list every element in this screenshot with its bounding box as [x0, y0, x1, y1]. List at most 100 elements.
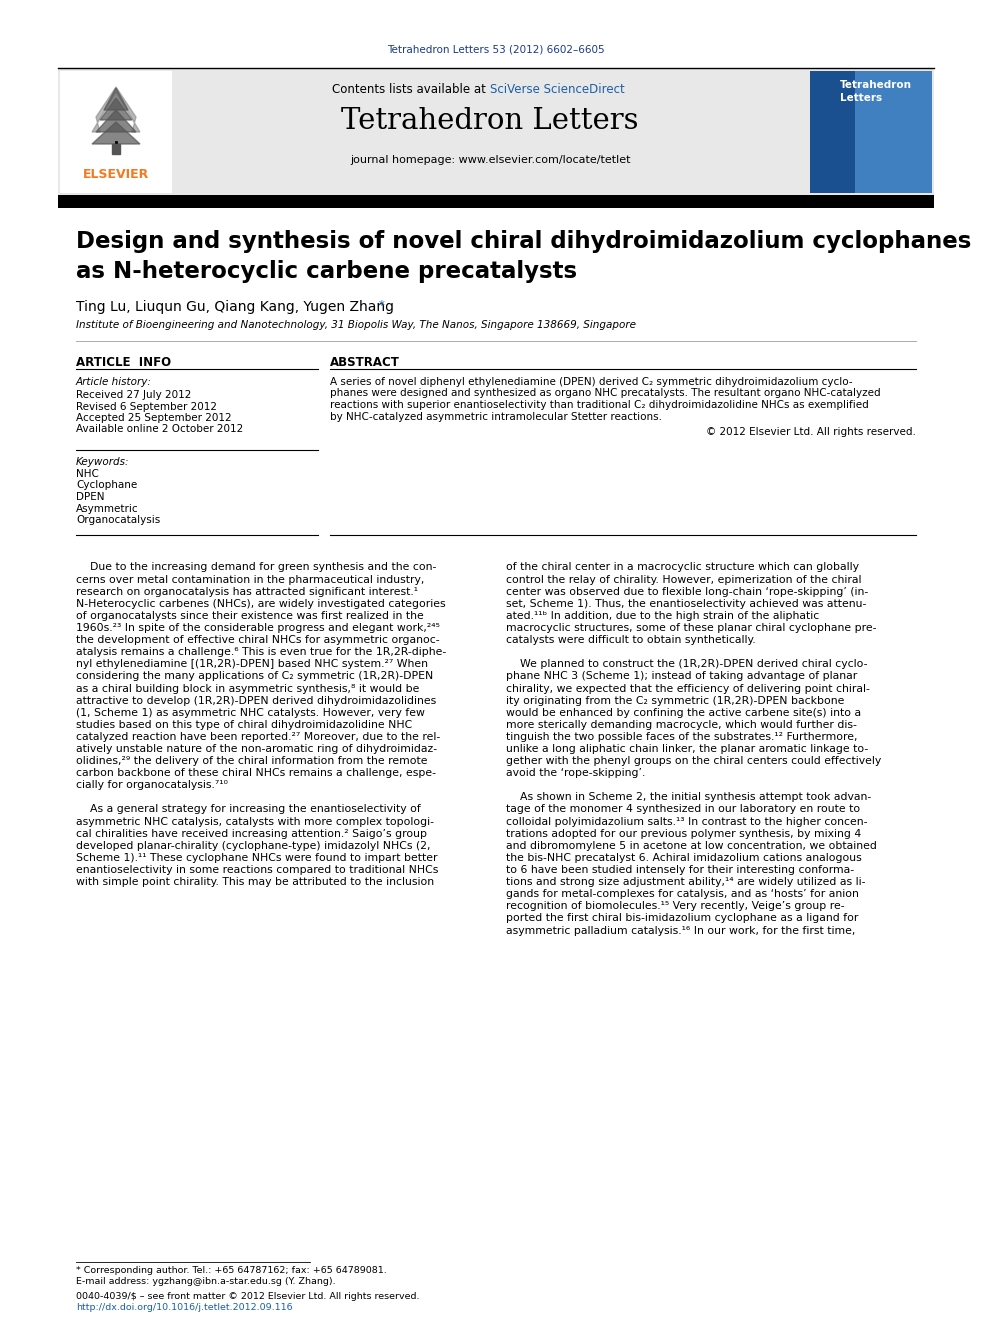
Text: NHC: NHC — [76, 468, 99, 479]
Text: Due to the increasing demand for green synthesis and the con-: Due to the increasing demand for green s… — [76, 562, 436, 573]
Text: http://dx.doi.org/10.1016/j.tetlet.2012.09.116: http://dx.doi.org/10.1016/j.tetlet.2012.… — [76, 1303, 293, 1312]
Text: ity originating from the C₂ symmetric (1R,2R)-DPEN backbone: ity originating from the C₂ symmetric (1… — [506, 696, 844, 705]
Text: considering the many applications of C₂ symmetric (1R,2R)-DPEN: considering the many applications of C₂ … — [76, 671, 434, 681]
Text: Tetrahedron Letters: Tetrahedron Letters — [341, 107, 639, 135]
Text: Revised 6 September 2012: Revised 6 September 2012 — [76, 401, 217, 411]
Text: attractive to develop (1R,2R)-DPEN derived dihydroimidazolidines: attractive to develop (1R,2R)-DPEN deriv… — [76, 696, 436, 705]
Text: 1960s.²³ In spite of the considerable progress and elegant work,²⁴⁵: 1960s.²³ In spite of the considerable pr… — [76, 623, 439, 632]
Text: nyl ethylenediamine [(1R,2R)-DPEN] based NHC system.²⁷ When: nyl ethylenediamine [(1R,2R)-DPEN] based… — [76, 659, 428, 669]
Text: set, Scheme 1). Thus, the enantioselectivity achieved was attenu-: set, Scheme 1). Thus, the enantioselecti… — [506, 599, 866, 609]
Text: research on organocatalysis has attracted significant interest.¹: research on organocatalysis has attracte… — [76, 586, 418, 597]
Text: ated.¹¹ᵇ In addition, due to the high strain of the aliphatic: ated.¹¹ᵇ In addition, due to the high st… — [506, 611, 819, 620]
Text: N-Heterocyclic carbenes (NHCs), are widely investigated categories: N-Heterocyclic carbenes (NHCs), are wide… — [76, 599, 445, 609]
Text: with simple point chirality. This may be attributed to the inclusion: with simple point chirality. This may be… — [76, 877, 434, 888]
Text: of the chiral center in a macrocyclic structure which can globally: of the chiral center in a macrocyclic st… — [506, 562, 859, 573]
Text: as N-heterocyclic carbene precatalysts: as N-heterocyclic carbene precatalysts — [76, 261, 577, 283]
Text: to 6 have been studied intensely for their interesting conforma-: to 6 have been studied intensely for the… — [506, 865, 854, 875]
Text: Keywords:: Keywords: — [76, 456, 130, 467]
Text: would be enhanced by confining the active carbene site(s) into a: would be enhanced by confining the activ… — [506, 708, 861, 717]
Text: © 2012 Elsevier Ltd. All rights reserved.: © 2012 Elsevier Ltd. All rights reserved… — [706, 427, 916, 437]
Text: the bis-NHC precatalyst 6. Achiral imidazolium cations analogous: the bis-NHC precatalyst 6. Achiral imida… — [506, 853, 862, 863]
Text: Organocatalysis: Organocatalysis — [76, 515, 161, 525]
FancyBboxPatch shape — [855, 71, 932, 193]
Text: Letters: Letters — [840, 93, 882, 103]
Text: recognition of biomolecules.¹⁵ Very recently, Veige’s group re-: recognition of biomolecules.¹⁵ Very rece… — [506, 901, 844, 912]
Text: Asymmetric: Asymmetric — [76, 504, 139, 513]
Text: gether with the phenyl groups on the chiral centers could effectively: gether with the phenyl groups on the chi… — [506, 757, 881, 766]
Text: We planned to construct the (1R,2R)-DPEN derived chiral cyclo-: We planned to construct the (1R,2R)-DPEN… — [506, 659, 867, 669]
Text: and dibromomylene 5 in acetone at low concentration, we obtained: and dibromomylene 5 in acetone at low co… — [506, 841, 877, 851]
FancyBboxPatch shape — [58, 69, 934, 194]
Text: E-mail address: ygzhang@ibn.a-star.edu.sg (Y. Zhang).: E-mail address: ygzhang@ibn.a-star.edu.s… — [76, 1277, 335, 1286]
Text: A series of novel diphenyl ethylenediamine (DPEN) derived C₂ symmetric dihydroim: A series of novel diphenyl ethylenediami… — [330, 377, 853, 388]
Text: journal homepage: www.elsevier.com/locate/tetlet: journal homepage: www.elsevier.com/locat… — [350, 155, 630, 165]
Text: ported the first chiral bis-imidazolium cyclophane as a ligand for: ported the first chiral bis-imidazolium … — [506, 913, 858, 923]
Text: Tetrahedron Letters 53 (2012) 6602–6605: Tetrahedron Letters 53 (2012) 6602–6605 — [387, 45, 605, 56]
Text: phanes were designed and synthesized as organo NHC precatalysts. The resultant o: phanes were designed and synthesized as … — [330, 389, 881, 398]
FancyBboxPatch shape — [58, 194, 934, 208]
Text: studies based on this type of chiral dihydroimidazolidine NHC: studies based on this type of chiral dih… — [76, 720, 413, 730]
Text: Ting Lu, Liuqun Gu, Qiang Kang, Yugen Zhang: Ting Lu, Liuqun Gu, Qiang Kang, Yugen Zh… — [76, 300, 394, 314]
Text: Tetrahedron: Tetrahedron — [840, 79, 912, 90]
Text: As shown in Scheme 2, the initial synthesis attempt took advan-: As shown in Scheme 2, the initial synthe… — [506, 792, 871, 803]
Text: developed planar-chirality (cyclophane-type) imidazolyl NHCs (2,: developed planar-chirality (cyclophane-t… — [76, 841, 431, 851]
Text: by NHC-catalyzed asymmetric intramolecular Stetter reactions.: by NHC-catalyzed asymmetric intramolecul… — [330, 411, 662, 422]
FancyBboxPatch shape — [60, 71, 172, 193]
Text: Design and synthesis of novel chiral dihydroimidazolium cyclophanes: Design and synthesis of novel chiral dih… — [76, 230, 971, 253]
Text: center was observed due to flexible long-chain ‘rope-skipping’ (in-: center was observed due to flexible long… — [506, 586, 868, 597]
Text: catalysts were difficult to obtain synthetically.: catalysts were difficult to obtain synth… — [506, 635, 756, 646]
Polygon shape — [104, 89, 128, 110]
Text: cially for organocatalysis.⁷¹⁰: cially for organocatalysis.⁷¹⁰ — [76, 781, 228, 790]
Polygon shape — [96, 110, 136, 132]
Text: phane NHC 3 (Scheme 1); instead of taking advantage of planar: phane NHC 3 (Scheme 1); instead of takin… — [506, 671, 857, 681]
Polygon shape — [92, 87, 140, 132]
Text: of organocatalysts since their existence was first realized in the: of organocatalysts since their existence… — [76, 611, 424, 620]
Text: enantioselectivity in some reactions compared to traditional NHCs: enantioselectivity in some reactions com… — [76, 865, 438, 875]
Text: Institute of Bioengineering and Nanotechnology, 31 Biopolis Way, The Nanos, Sing: Institute of Bioengineering and Nanotech… — [76, 320, 636, 329]
Text: *: * — [379, 299, 385, 312]
Text: Scheme 1).¹¹ These cyclophane NHCs were found to impart better: Scheme 1).¹¹ These cyclophane NHCs were … — [76, 853, 437, 863]
Text: Received 27 July 2012: Received 27 July 2012 — [76, 390, 191, 400]
Text: tage of the monomer 4 synthesized in our laboratory en route to: tage of the monomer 4 synthesized in our… — [506, 804, 860, 815]
Text: cal chiralities have received increasing attention.² Saigo’s group: cal chiralities have received increasing… — [76, 828, 427, 839]
Text: Article history:: Article history: — [76, 377, 152, 388]
Text: catalyzed reaction have been reported.²⁷ Moreover, due to the rel-: catalyzed reaction have been reported.²⁷… — [76, 732, 440, 742]
Text: control the relay of chirality. However, epimerization of the chiral: control the relay of chirality. However,… — [506, 574, 861, 585]
Text: the development of effective chiral NHCs for asymmetric organoc-: the development of effective chiral NHCs… — [76, 635, 439, 646]
Text: olidines,²⁹ the delivery of the chiral information from the remote: olidines,²⁹ the delivery of the chiral i… — [76, 757, 428, 766]
Text: As a general strategy for increasing the enantioselectivity of: As a general strategy for increasing the… — [76, 804, 421, 815]
Polygon shape — [112, 144, 120, 153]
Text: colloidal polyimidazolium salts.¹³ In contrast to the higher concen-: colloidal polyimidazolium salts.¹³ In co… — [506, 816, 867, 827]
Text: SciVerse ScienceDirect: SciVerse ScienceDirect — [490, 83, 625, 97]
Text: trations adopted for our previous polymer synthesis, by mixing 4: trations adopted for our previous polyme… — [506, 828, 861, 839]
Text: atalysis remains a challenge.⁶ This is even true for the 1R,2R-diphe-: atalysis remains a challenge.⁶ This is e… — [76, 647, 446, 658]
Text: * Corresponding author. Tel.: +65 64787162; fax: +65 64789081.: * Corresponding author. Tel.: +65 647871… — [76, 1266, 387, 1275]
Text: unlike a long aliphatic chain linker, the planar aromatic linkage to-: unlike a long aliphatic chain linker, th… — [506, 744, 868, 754]
Text: tinguish the two possible faces of the substrates.¹² Furthermore,: tinguish the two possible faces of the s… — [506, 732, 857, 742]
Text: tions and strong size adjustment ability,¹⁴ are widely utilized as li-: tions and strong size adjustment ability… — [506, 877, 865, 888]
Text: Contents lists available at: Contents lists available at — [332, 83, 490, 97]
Text: (1, Scheme 1) as asymmetric NHC catalysts. However, very few: (1, Scheme 1) as asymmetric NHC catalyst… — [76, 708, 425, 717]
Text: atively unstable nature of the non-aromatic ring of dihydroimidaz-: atively unstable nature of the non-aroma… — [76, 744, 437, 754]
Text: ELSEVIER: ELSEVIER — [83, 168, 149, 181]
Text: more sterically demanding macrocycle, which would further dis-: more sterically demanding macrocycle, wh… — [506, 720, 857, 730]
Text: asymmetric palladium catalysis.¹⁶ In our work, for the first time,: asymmetric palladium catalysis.¹⁶ In our… — [506, 926, 855, 935]
Text: ARTICLE  INFO: ARTICLE INFO — [76, 356, 172, 369]
Text: Cyclophane: Cyclophane — [76, 480, 137, 491]
Text: cerns over metal contamination in the pharmaceutical industry,: cerns over metal contamination in the ph… — [76, 574, 425, 585]
Text: 0040-4039/$ – see front matter © 2012 Elsevier Ltd. All rights reserved.: 0040-4039/$ – see front matter © 2012 El… — [76, 1293, 420, 1301]
Text: Accepted 25 September 2012: Accepted 25 September 2012 — [76, 413, 231, 423]
Text: carbon backbone of these chiral NHCs remains a challenge, espe-: carbon backbone of these chiral NHCs rem… — [76, 769, 436, 778]
Text: asymmetric NHC catalysis, catalysts with more complex topologi-: asymmetric NHC catalysis, catalysts with… — [76, 816, 434, 827]
Text: macrocyclic structures, some of these planar chiral cyclophane pre-: macrocyclic structures, some of these pl… — [506, 623, 877, 632]
Text: gands for metal-complexes for catalysis, and as ‘hosts’ for anion: gands for metal-complexes for catalysis,… — [506, 889, 859, 900]
Text: as a chiral building block in asymmetric synthesis,⁸ it would be: as a chiral building block in asymmetric… — [76, 684, 420, 693]
Text: Available online 2 October 2012: Available online 2 October 2012 — [76, 425, 243, 434]
Polygon shape — [100, 98, 132, 120]
Text: reactions with superior enantioselectivity than traditional C₂ dihydroimidazolid: reactions with superior enantioselectivi… — [330, 400, 869, 410]
Polygon shape — [92, 122, 140, 144]
Text: DPEN: DPEN — [76, 492, 104, 501]
Text: ABSTRACT: ABSTRACT — [330, 356, 400, 369]
FancyBboxPatch shape — [810, 71, 932, 193]
Text: chirality, we expected that the efficiency of delivering point chiral-: chirality, we expected that the efficien… — [506, 684, 870, 693]
